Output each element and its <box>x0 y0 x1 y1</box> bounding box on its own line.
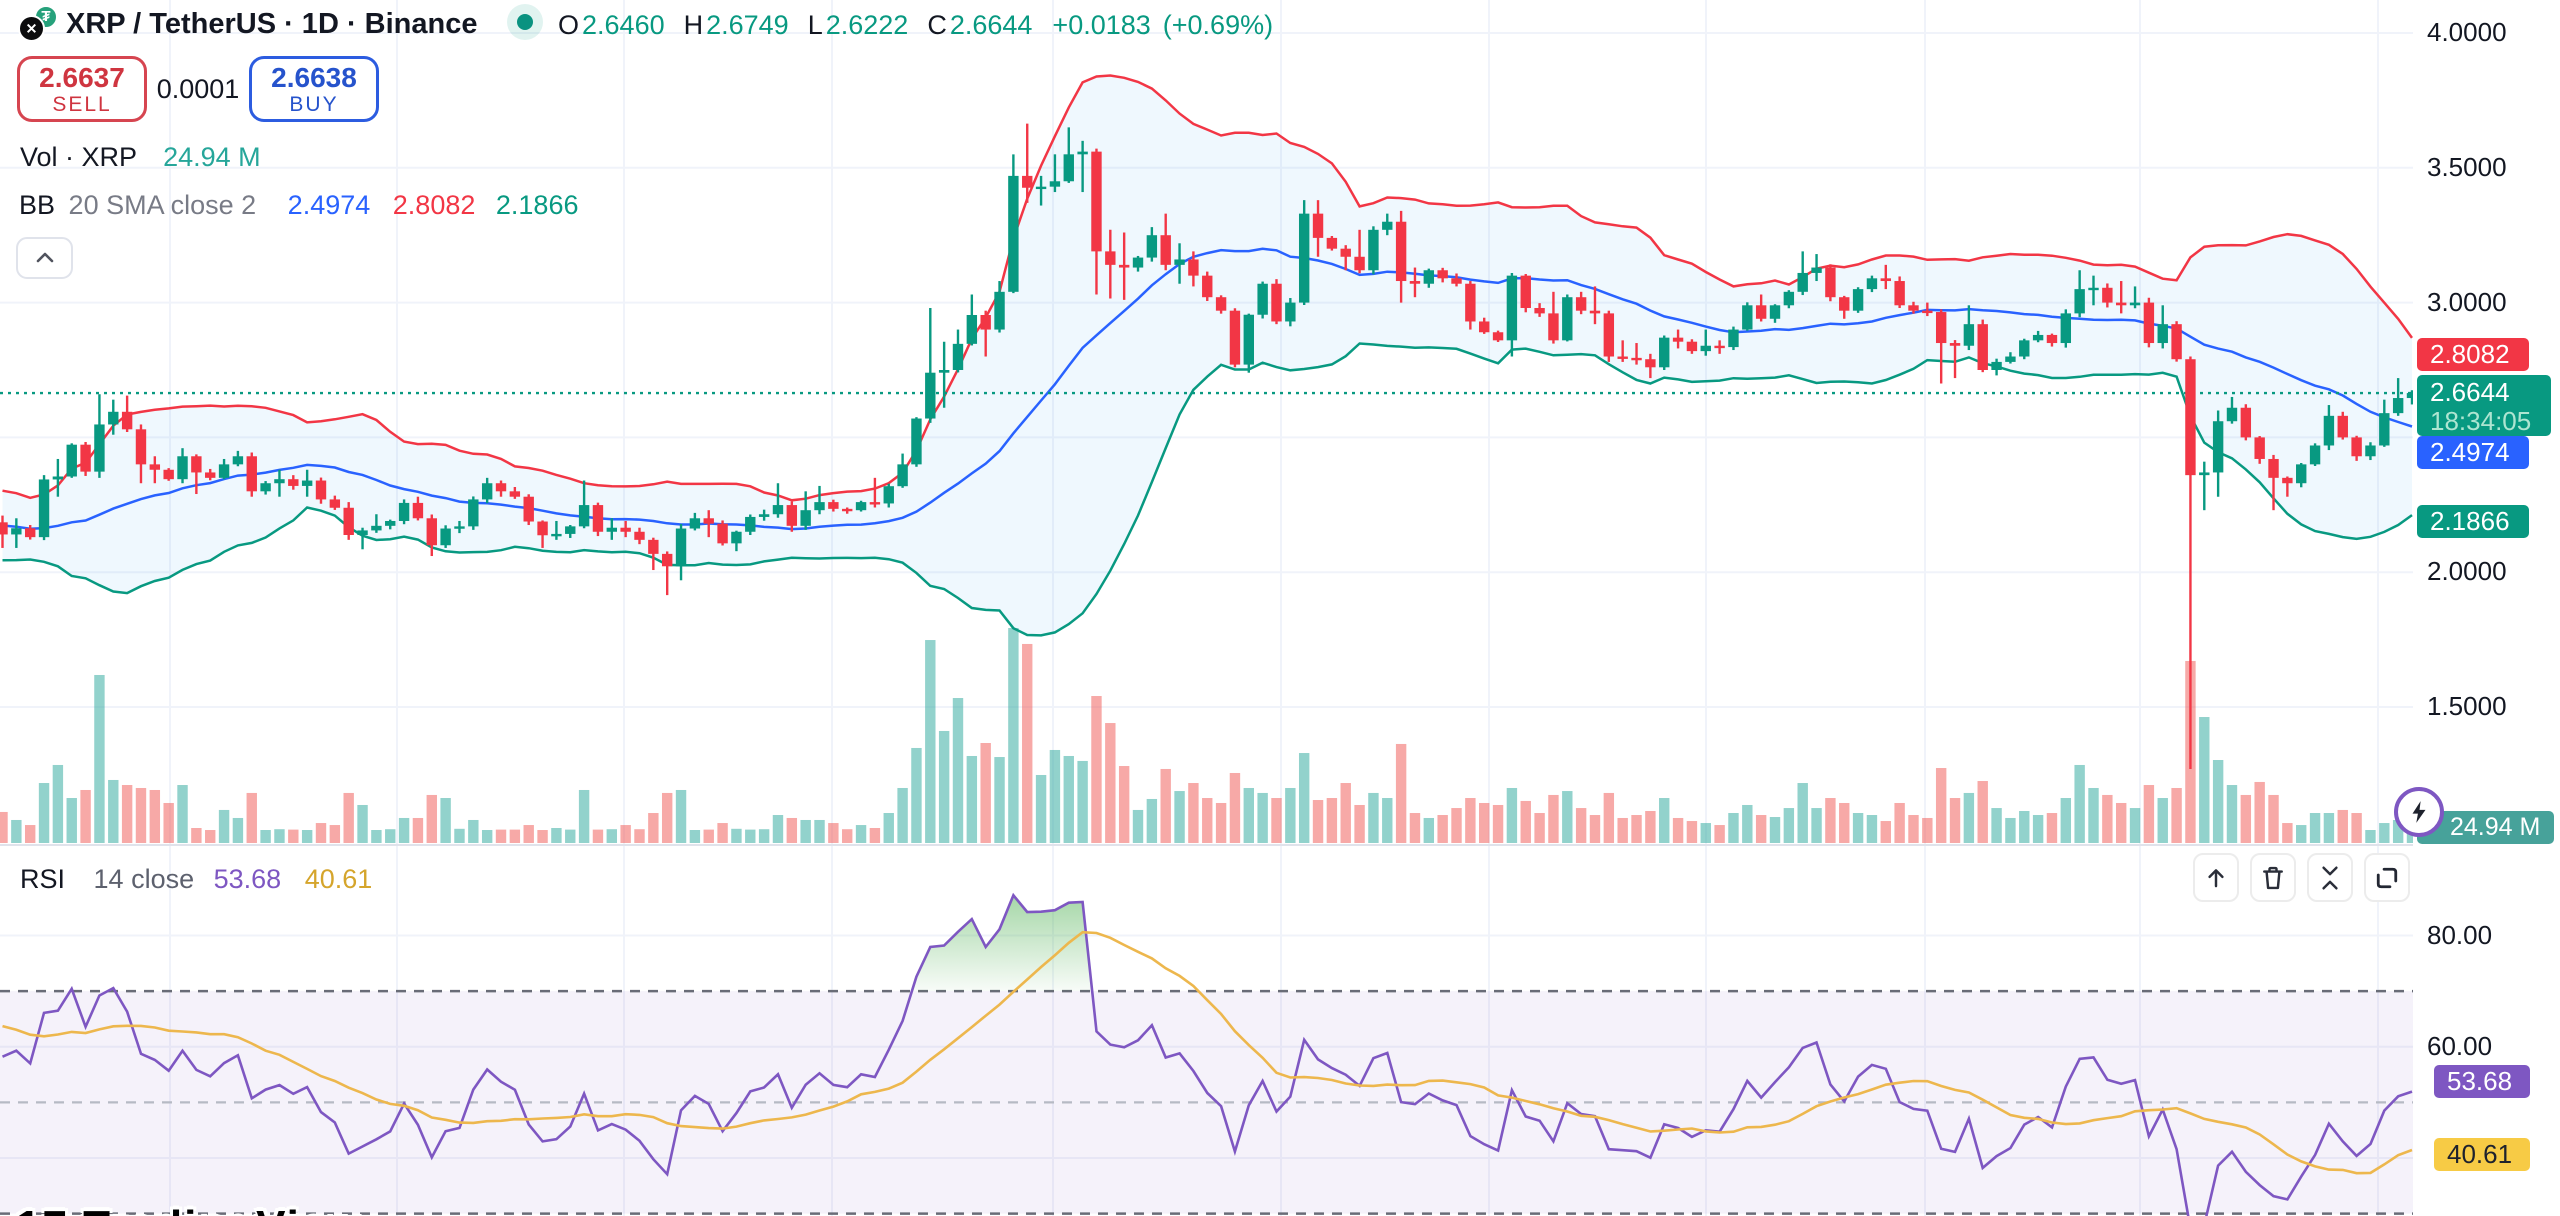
chevron-up-icon <box>36 252 53 263</box>
move-pane-up-button[interactable] <box>2193 853 2239 902</box>
rsi-legend: RSI 14 close 53.68 40.61 <box>20 864 372 895</box>
price-tick-3.5000: 3.5000 <box>2427 151 2507 182</box>
rsi-ma-badge: 40.61 <box>2434 1138 2530 1172</box>
countdown-timer: 18:34:05 <box>2430 405 2532 436</box>
last-price-badge: 2.6644 18:34:05 <box>2417 374 2551 436</box>
change-value: +0.0183 <box>1052 10 1151 40</box>
sell-price: 2.6637 <box>39 61 125 93</box>
price-tick-4.0000: 4.0000 <box>2427 17 2507 47</box>
tradingview-watermark: 17 TradingView <box>16 1202 364 1216</box>
buy-label: BUY <box>289 92 339 116</box>
arrow-up-icon <box>2208 868 2224 887</box>
open-value: 2.6460 <box>582 10 665 40</box>
sell-label: SELL <box>52 92 112 116</box>
rsi-params: 14 close <box>93 864 195 894</box>
collapse-pane-button[interactable] <box>2307 853 2353 902</box>
volume-value: 24.94 M <box>163 142 261 172</box>
rsi-tick-80.00: 80.00 <box>2427 919 2493 950</box>
close-label: C <box>927 10 947 40</box>
volume-label: Vol · XRP <box>20 142 137 172</box>
low-value: 2.6222 <box>825 10 909 40</box>
rsi-ma-value: 40.61 <box>304 864 373 894</box>
bb-label: BB <box>19 190 56 220</box>
price-axis[interactable]: 4.0000 3.5000 3.0000 2.0000 1.5000 80.00 60.00… <box>2413 0 2560 1216</box>
bb-lower-badge: 2.1866 <box>2417 505 2529 539</box>
symbol-title[interactable]: XRP / TetherUS · 1D · Binance <box>66 8 478 40</box>
lightning-logo-icon[interactable] <box>2394 787 2444 837</box>
open-label: O <box>558 10 580 40</box>
close-value: 2.6644 <box>949 10 1033 40</box>
rsi-label: RSI <box>20 864 66 894</box>
bb-upper-value: 2.8082 <box>392 190 476 220</box>
sell-button[interactable]: 2.6637 SELL <box>17 56 147 122</box>
bb-basis-badge: 2.4974 <box>2417 436 2529 470</box>
price-tick-3.0000: 3.0000 <box>2427 286 2507 317</box>
buy-button[interactable]: 2.6638 BUY <box>249 56 379 122</box>
market-open-dot-icon <box>507 4 543 40</box>
change-percent: (+0.69%) <box>1162 10 1274 40</box>
price-tick-2.0000: 2.0000 <box>2427 556 2507 587</box>
bb-legend: BB 20 SMA close 2 2.4974 2.8082 2.1866 <box>19 190 578 221</box>
spread-value: 0.0001 <box>156 73 240 104</box>
low-label: L <box>807 10 823 40</box>
maximize-icon <box>2376 867 2398 888</box>
bb-basis-value: 2.4974 <box>287 190 371 220</box>
buy-price: 2.6638 <box>271 61 357 93</box>
trade-panel: 2.6637 SELL 0.0001 2.6638 BUY <box>17 56 379 122</box>
bb-upper-badge: 2.8082 <box>2417 337 2529 371</box>
rsi-value: 53.68 <box>213 864 282 894</box>
bb-lower-value: 2.1866 <box>495 190 579 220</box>
collapse-vertical-icon <box>2322 866 2338 889</box>
pair-logo <box>18 5 58 42</box>
trash-icon <box>2263 866 2283 889</box>
bb-params: 20 SMA close 2 <box>68 190 257 220</box>
xrp-logo-icon <box>18 15 45 42</box>
high-label: H <box>683 10 704 40</box>
maximize-pane-button[interactable] <box>2364 853 2410 902</box>
ohlc-row: O 2.6460 H 2.6749 L 2.6222 C 2.6644 +0.0… <box>558 10 1273 41</box>
rsi-tick-60.00: 60.00 <box>2427 1030 2493 1061</box>
high-value: 2.6749 <box>706 10 789 40</box>
candles <box>0 123 2413 770</box>
rsi-pane-buttons <box>2193 853 2410 902</box>
volume-legend: Vol · XRP 24.94 M <box>20 142 261 173</box>
rsi-value-badge: 53.68 <box>2434 1065 2530 1099</box>
collapse-legend-button[interactable] <box>16 237 73 279</box>
delete-pane-button[interactable] <box>2250 853 2296 902</box>
price-tick-1.5000: 1.5000 <box>2427 691 2507 721</box>
